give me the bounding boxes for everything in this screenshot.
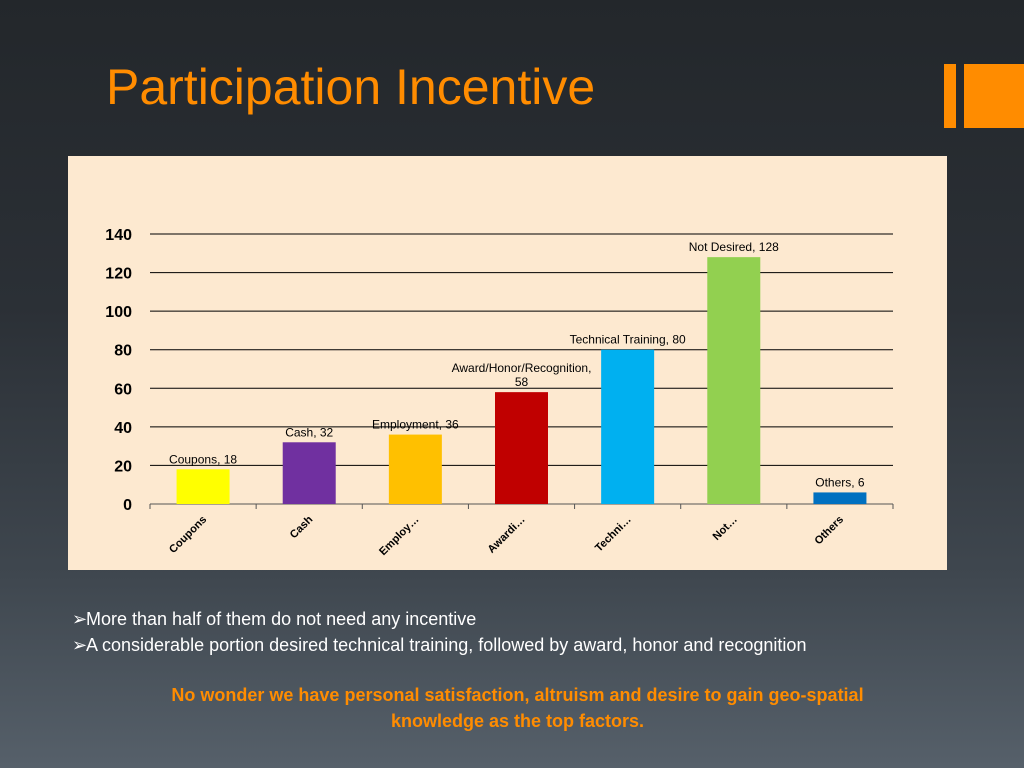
x-tick-label: Employ…: [377, 514, 421, 558]
y-tick-label: 40: [114, 420, 132, 437]
bar: [813, 492, 867, 504]
data-label: Others, 6: [815, 475, 865, 489]
x-tick-label: Not…: [711, 514, 740, 543]
conclusion-line: No wonder we have personal satisfaction,…: [171, 685, 864, 705]
bullet-text: A considerable portion desired technical…: [86, 635, 807, 655]
chart-panel: 0 20 40 60 80 100 120 140 Coupons, 18 Coupons Cash…: [68, 156, 947, 570]
bullet-text: More than half of them do not need any i…: [86, 609, 477, 629]
data-label: Not Desired, 128: [689, 240, 779, 254]
incentive-bar-chart: 0 20 40 60 80 100 120 140 Coupons, 18 Coupons Cash…: [105, 227, 894, 558]
conclusion-text: No wonder we have personal satisfaction,…: [60, 682, 975, 734]
y-tick-label: 120: [105, 266, 132, 283]
bar: [601, 349, 655, 504]
bullet-item: ➢A considerable portion desired technica…: [72, 632, 972, 658]
bar: [388, 434, 442, 504]
bar: [176, 469, 230, 504]
arrow-bullet-icon: ➢: [72, 609, 88, 629]
conclusion-line: knowledge as the top factors.: [390, 711, 645, 731]
title-accent-bar-thick: [964, 64, 1024, 128]
bar: [282, 442, 336, 504]
y-tick-label: 20: [114, 458, 132, 475]
x-tick-label: Cash: [288, 513, 316, 541]
data-label: Employment, 36: [372, 418, 459, 432]
data-label: Cash, 32: [285, 425, 333, 439]
x-tick-label: Others: [812, 514, 846, 548]
data-label: Coupons, 18: [169, 452, 237, 466]
title-accent-bar-thin: [944, 64, 956, 128]
notes: ➢More than half of them do not need any …: [72, 606, 972, 658]
y-tick-label: 0: [123, 497, 132, 514]
y-tick-label: 100: [105, 304, 132, 321]
x-tick-label: Coupons: [167, 514, 209, 556]
data-label: Technical Training, 80: [570, 333, 686, 347]
y-tick-label: 60: [114, 381, 132, 398]
bullet-item: ➢More than half of them do not need any …: [72, 606, 972, 632]
x-tick-label: Techni…: [593, 514, 634, 555]
y-tick-label: 140: [105, 227, 132, 244]
bar: [495, 392, 548, 504]
slide-title: Participation Incentive: [106, 59, 596, 115]
data-label: 58: [515, 375, 529, 389]
x-tick-label: Awardi…: [486, 514, 528, 556]
bar: [707, 257, 761, 504]
data-label: Award/Honor/Recognition,: [452, 361, 592, 375]
arrow-bullet-icon: ➢: [72, 635, 88, 655]
y-tick-label: 80: [114, 343, 132, 360]
